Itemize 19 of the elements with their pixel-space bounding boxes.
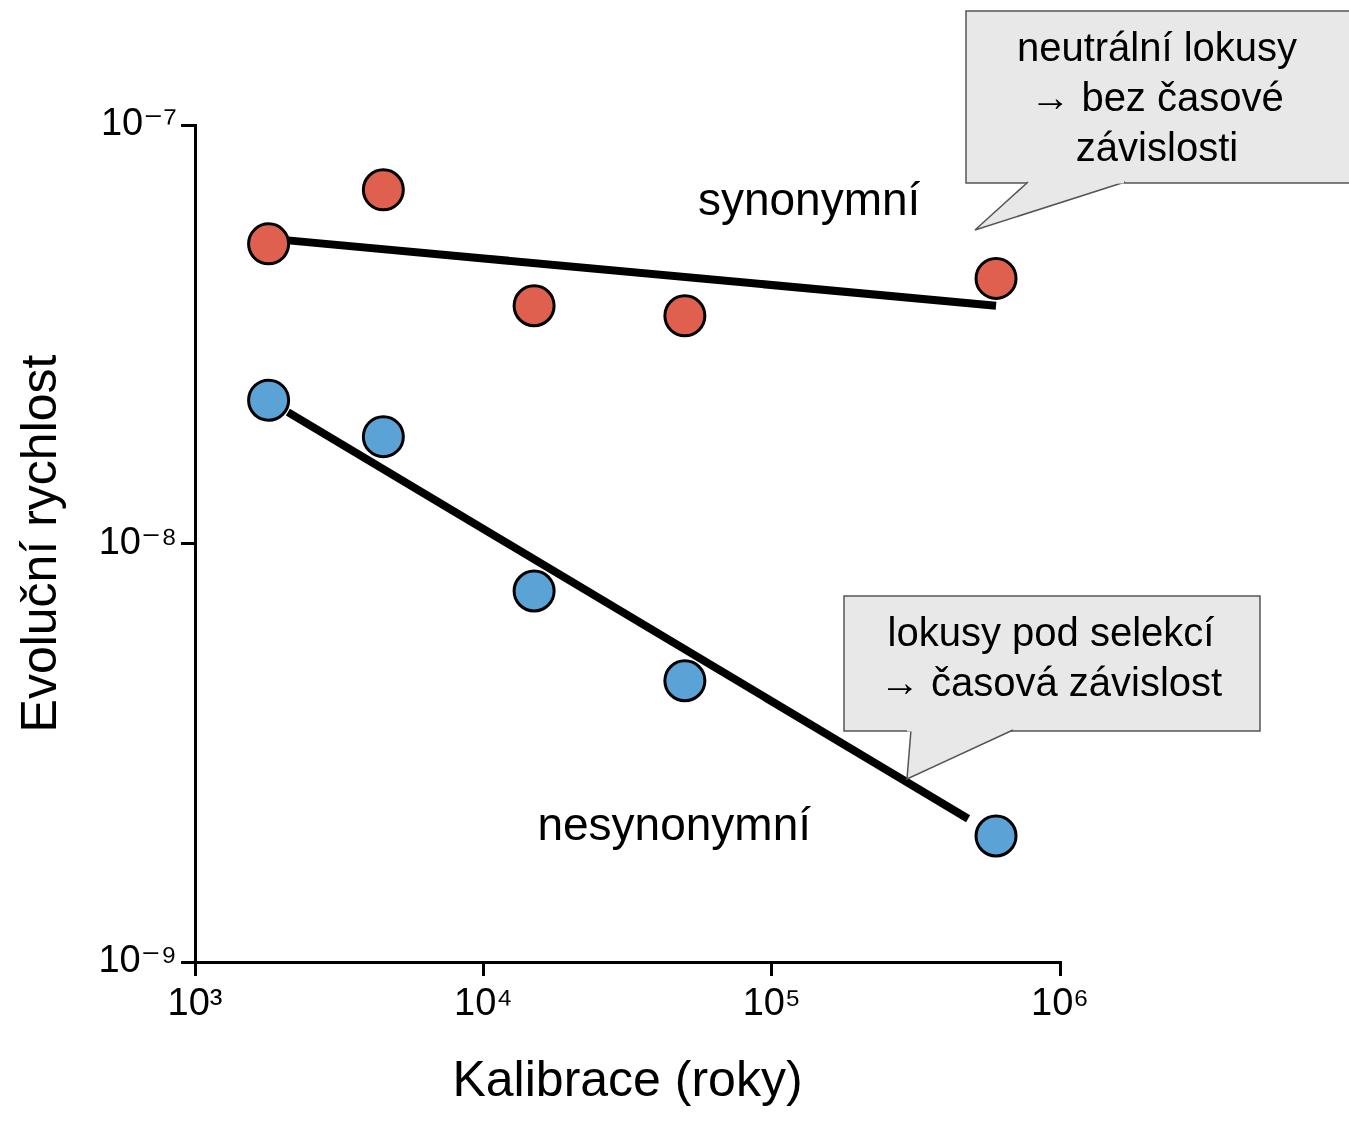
x-tick-label: 10⁵ (742, 981, 801, 1024)
annotation: lokusy pod selekcí → časová závislost (878, 609, 1224, 706)
y-tick-label: 10⁻⁸ (98, 519, 177, 562)
point (663, 294, 707, 338)
y-tick-label: 10⁻⁷ (100, 101, 177, 144)
point (361, 415, 405, 459)
point (512, 284, 556, 328)
point (663, 659, 707, 703)
text: nesynonymní (537, 797, 812, 850)
point (361, 168, 405, 212)
x-axis-title: Kalibrace (roky) (452, 1050, 803, 1107)
annotation: neutrální lokusy → bez časové závislosti (1015, 24, 1299, 171)
y-tick-label: 10⁻⁹ (98, 938, 177, 981)
y-axis-title: Evoluční rychlost (10, 354, 67, 733)
x-tick-label: 10⁶ (1031, 981, 1089, 1024)
x-tick-label: 10³ (167, 981, 223, 1024)
series-label: synonymní (697, 172, 921, 225)
x-tick-label: 10⁴ (454, 981, 513, 1024)
point (512, 569, 556, 613)
